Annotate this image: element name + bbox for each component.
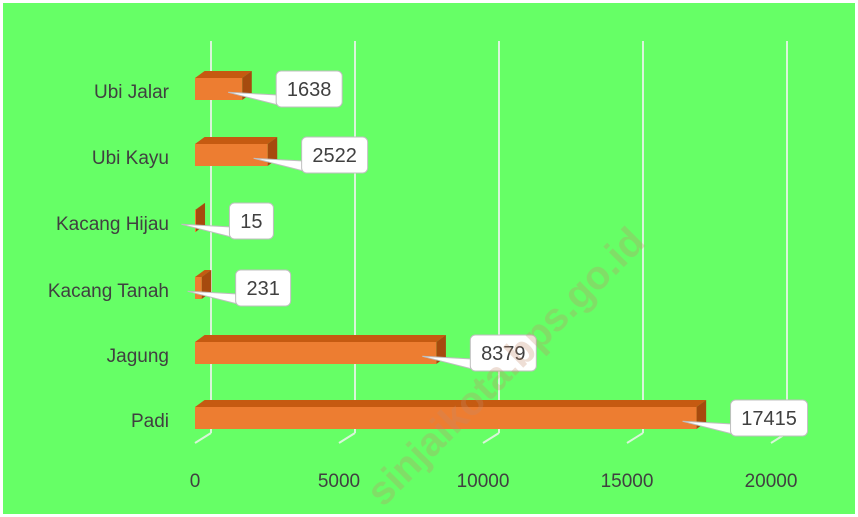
x-tick-label: 20000 [745,471,798,492]
bar-top [195,203,206,210]
gridline-floor [626,432,644,444]
data-label: 1638 [287,79,332,101]
bar-top [195,400,707,407]
bar [195,277,202,299]
bar-top [195,71,252,78]
gridline-floor [482,432,500,444]
category-label: Ubi Kayu [92,148,169,169]
gridline-floor [338,432,356,444]
data-label: 8379 [481,343,526,365]
bar-top [195,270,212,277]
bar-chart: 0 5000 10000 15000 20000 Ubi Jalar 1638 Ubi Kay… [48,41,809,514]
category-label: Ubi Jalar [94,82,170,103]
data-label: 17415 [741,408,797,430]
x-tick-label: 10000 [457,471,510,492]
gridline-floor [194,432,212,444]
category-label: Kacang Hijau [56,214,169,235]
data-label-box [275,70,343,108]
data-label: 231 [246,278,279,300]
category-label: Padi [131,411,169,432]
bar [195,342,437,364]
data-label: 2522 [312,145,357,167]
bar [195,407,697,429]
x-tick-label: 0 [190,471,201,492]
category-label: Jagung [107,346,169,367]
data-label-box [301,136,369,174]
bar [195,210,196,232]
bar [195,78,243,100]
watermark: sinjaikota.bps.go.id [358,219,653,514]
data-label-box [235,269,292,307]
chart-area: 0 5000 10000 15000 20000 Ubi Jalar 1638 Ubi Kay… [3,3,855,514]
x-tick-label: 15000 [601,471,654,492]
data-label-box [469,334,537,372]
bar-top [195,335,446,342]
bar-top [195,137,278,144]
x-tick-label: 5000 [318,471,360,492]
data-label: 15 [240,211,262,233]
category-label: Kacang Tanah [48,281,169,302]
data-label-pointer [181,223,232,238]
bar [195,144,268,166]
data-label-box [730,399,809,437]
data-label-box [228,202,274,240]
